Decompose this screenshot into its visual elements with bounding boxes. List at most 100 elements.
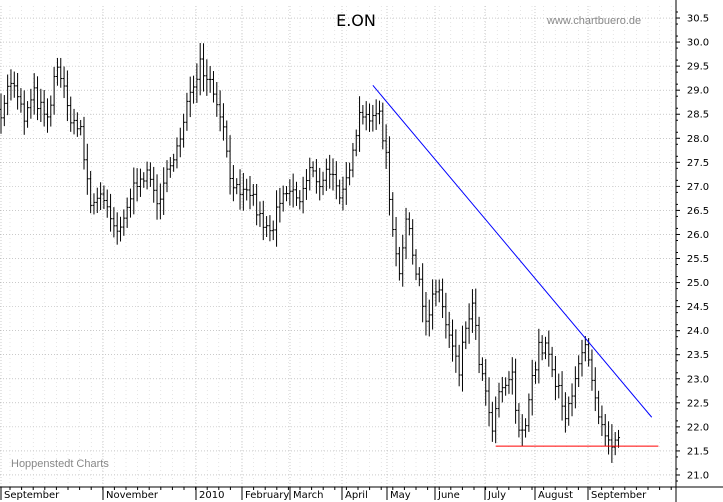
annotation-lines: [372, 85, 659, 447]
price-bar: [109, 193, 113, 232]
price-bar: [281, 185, 285, 212]
price-bar: [454, 329, 458, 373]
price-bar: [590, 349, 594, 391]
price-bar: [75, 112, 79, 137]
y-axis: 30.5 30.0 29.5 29.0 28.5 28.0 27.5 27.0 26.5 26.0…: [675, 0, 709, 502]
price-bar: [182, 113, 186, 148]
x-tick-label: September: [4, 490, 60, 501]
price-bar: [145, 161, 149, 190]
price-bar: [487, 377, 491, 427]
price-bar: [311, 161, 315, 178]
price-bar: [29, 88, 33, 119]
price-bar: [42, 90, 46, 127]
price-bar: [112, 207, 116, 238]
x-tick-label: September: [591, 490, 647, 501]
price-bar: [128, 188, 132, 218]
price-bar: [497, 382, 501, 418]
price-bar: [318, 167, 322, 201]
price-bar: [573, 366, 577, 409]
price-bar: [32, 73, 36, 115]
y-tick-label: 24.0: [687, 326, 709, 337]
y-tick-label: 28.0: [687, 134, 709, 145]
price-bar: [99, 182, 103, 211]
price-bar: [537, 328, 541, 384]
price-bar: [457, 344, 461, 387]
price-bar: [291, 173, 295, 208]
price-bar: [22, 90, 26, 135]
price-bar: [261, 200, 265, 241]
price-bar: [228, 135, 232, 195]
price-bar: [55, 57, 59, 86]
price-bar: [62, 66, 66, 99]
price-bar: [387, 136, 391, 216]
y-tick-label: 26.5: [687, 206, 709, 217]
price-bar: [583, 336, 587, 362]
trendline: [372, 85, 653, 418]
y-tick-label: 21.0: [687, 470, 709, 481]
price-bar: [105, 189, 109, 218]
price-bar: [172, 153, 176, 172]
price-bar: [12, 71, 16, 98]
price-bar: [464, 321, 468, 350]
price-bar: [361, 104, 365, 125]
price-bar: [79, 119, 83, 136]
price-bar: [334, 161, 338, 200]
y-tick-label: 30.5: [687, 14, 709, 25]
price-bar: [82, 116, 86, 170]
x-tick-label: July: [487, 490, 506, 501]
x-tick-label: November: [106, 490, 159, 501]
price-bar: [344, 162, 348, 205]
price-bar: [115, 212, 119, 245]
y-tick-label: 29.0: [687, 86, 709, 97]
price-bar: [165, 160, 169, 193]
y-tick-label: 21.5: [687, 446, 709, 457]
price-bar: [288, 179, 292, 206]
source-text: Hoppenstedt Charts: [11, 458, 109, 470]
price-bar: [557, 373, 561, 399]
y-tick-label: 25.5: [687, 254, 709, 265]
price-bar: [2, 95, 6, 127]
price-bar: [45, 98, 49, 133]
price-bar: [275, 190, 279, 247]
y-tick-label: 23.0: [687, 374, 709, 385]
x-tick-label: March: [293, 490, 323, 501]
price-bar: [168, 157, 172, 178]
y-tick-label: 26.0: [687, 230, 709, 241]
y-tick-label: 25.0: [687, 278, 709, 289]
price-bar: [69, 96, 73, 132]
price-bar: [152, 166, 156, 203]
price-bar: [550, 346, 554, 378]
price-bar: [514, 358, 518, 424]
price-bar: [211, 71, 215, 103]
price-bar: [411, 219, 415, 265]
price-bar: [374, 99, 378, 130]
price-bar: [613, 432, 617, 456]
price-bar: [135, 168, 139, 202]
price-bar: [278, 187, 282, 223]
price-bar: [447, 311, 451, 348]
price-bar: [507, 371, 511, 394]
price-bar: [138, 168, 142, 197]
price-bar: [285, 186, 289, 202]
price-bar: [125, 197, 129, 228]
price-bar: [527, 393, 531, 432]
price-bar: [142, 172, 146, 188]
price-bar: [102, 185, 106, 210]
price-bar: [9, 69, 13, 101]
price-bar: [530, 359, 534, 416]
price-bars: [0, 43, 621, 463]
price-bar: [540, 335, 544, 361]
price-bar: [437, 279, 441, 303]
price-bar: [397, 246, 401, 281]
x-tick-label: June: [437, 490, 460, 501]
price-bar: [427, 299, 431, 337]
price-bar: [467, 303, 471, 344]
price-bar: [308, 157, 312, 191]
price-bar: [553, 355, 557, 401]
price-bar: [92, 193, 96, 215]
price-bar: [36, 76, 40, 121]
price-bar: [89, 170, 93, 214]
price-bar: [19, 88, 23, 113]
price-bar: [251, 184, 255, 206]
